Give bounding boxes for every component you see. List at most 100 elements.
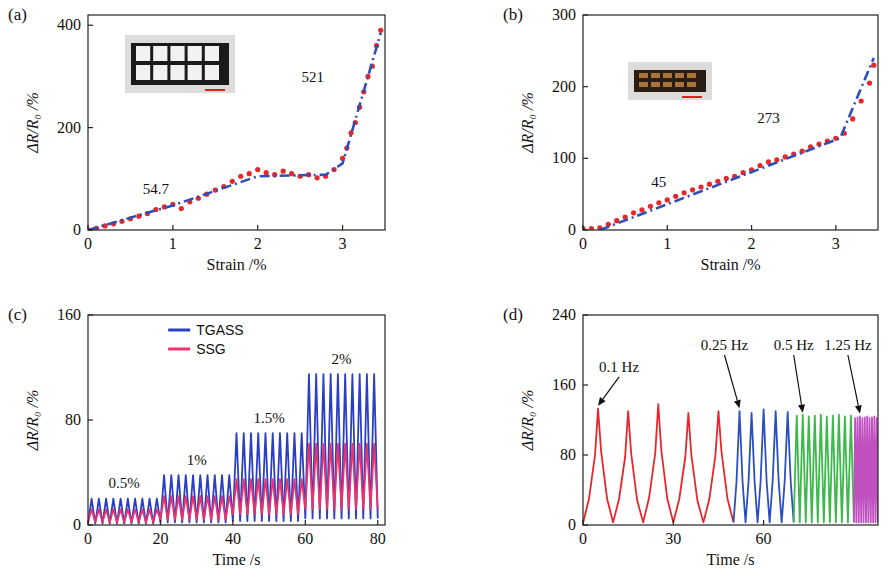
panel: 020406080080160Time /sΔR/R₀ /%(c)TGASSSS… [8, 305, 386, 568]
x-tick [342, 225, 343, 230]
inset-cell [136, 65, 150, 80]
line [88, 33, 381, 230]
plot-frame [88, 15, 385, 230]
x-tick-label: 0 [84, 235, 92, 252]
point [264, 170, 269, 175]
y-tick-label: 400 [57, 16, 81, 33]
inset-cell [687, 73, 696, 78]
point [289, 171, 294, 176]
panel-label: (d) [503, 305, 523, 324]
panel: 01230100200300Strain /%ΔR/R₀ /%(b)45273 [503, 5, 878, 273]
panel: 01230200400Strain /%ΔR/R₀ /%(a)54.7521 [8, 5, 385, 273]
inset-cell [153, 65, 167, 80]
panel-label: (a) [8, 5, 27, 24]
x-tick-label: 1 [663, 235, 671, 252]
inset-cell [651, 82, 660, 87]
y-tick-label: 240 [552, 306, 576, 323]
inset-cell [136, 46, 150, 61]
annotation: 0.25 Hz [701, 337, 749, 353]
point [757, 163, 762, 168]
inset-cell [188, 46, 202, 61]
y-tick-label: 80 [65, 411, 81, 428]
y-tick-label: 160 [552, 376, 576, 393]
annotation: 273 [757, 110, 780, 126]
plot-frame [583, 315, 878, 525]
y-tick [583, 384, 588, 385]
point [378, 28, 383, 33]
line [734, 410, 794, 523]
legend-swatch [168, 329, 190, 332]
point [230, 179, 235, 184]
annotation: 45 [651, 174, 666, 190]
x-tick [172, 225, 173, 230]
line [600, 58, 874, 230]
y-tick [583, 314, 588, 315]
y-axis-title: ΔR/R₀ /% [519, 390, 536, 452]
point [656, 200, 661, 205]
y-tick [88, 524, 93, 525]
y-tick-label: 0 [568, 516, 576, 533]
inset-cell [153, 46, 167, 61]
line [88, 444, 378, 523]
legend-label: SSG [196, 341, 226, 357]
x-tick-label: 60 [297, 530, 313, 547]
legend-swatch [168, 348, 190, 351]
line [794, 415, 854, 523]
point [281, 169, 286, 174]
plot-frame [583, 15, 878, 230]
y-axis-title: ΔR/R₀ /% [24, 390, 41, 452]
panel-label: (c) [8, 305, 27, 324]
x-axis-title: Strain /% [207, 256, 267, 273]
y-tick [88, 25, 93, 26]
arrow-head [734, 400, 741, 409]
y-tick-label: 160 [57, 306, 81, 323]
inset-photo [628, 62, 712, 100]
y-tick [583, 524, 588, 525]
annotation: 0.5 Hz [774, 337, 814, 353]
x-tick-label: 0 [84, 530, 92, 547]
line [854, 417, 878, 523]
y-tick [583, 158, 588, 159]
inset-bg [125, 35, 235, 93]
inset-cell [170, 65, 184, 80]
inset-cell [205, 65, 219, 80]
inset-cell [675, 82, 684, 87]
point [859, 98, 864, 103]
arrow [794, 355, 802, 405]
point [707, 182, 712, 187]
x-tick [257, 225, 258, 230]
y-tick [88, 419, 93, 420]
y-tick [583, 229, 588, 230]
inset-cell [639, 73, 648, 78]
point [673, 194, 678, 199]
annotation: 1% [187, 452, 207, 468]
annotation: 54.7 [143, 181, 170, 197]
x-tick-label: 0 [579, 530, 587, 547]
x-tick [582, 225, 583, 230]
x-axis-title: Strain /% [701, 256, 761, 273]
y-axis-title: ΔR/R₀ /% [24, 92, 41, 154]
panel-label: (b) [503, 5, 523, 24]
y-tick-label: 200 [552, 78, 576, 95]
x-tick-label: 3 [339, 235, 347, 252]
legend-label: TGASS [196, 322, 243, 338]
data-group [583, 404, 878, 523]
inset-cell [675, 73, 684, 78]
x-tick [232, 520, 233, 525]
x-tick-label: 20 [152, 530, 168, 547]
inset-cell [205, 46, 219, 61]
point [179, 206, 184, 211]
scale-bar [682, 96, 702, 98]
y-tick [88, 127, 93, 128]
y-tick-label: 0 [568, 221, 576, 238]
inset-cell [663, 73, 672, 78]
y-tick [583, 14, 588, 15]
y-tick [88, 314, 93, 315]
inset-cell [651, 73, 660, 78]
point [724, 176, 729, 181]
point [648, 204, 653, 209]
x-tick [835, 225, 836, 230]
data-group [88, 28, 383, 230]
data-group [583, 58, 876, 230]
inset-cell [663, 82, 672, 87]
